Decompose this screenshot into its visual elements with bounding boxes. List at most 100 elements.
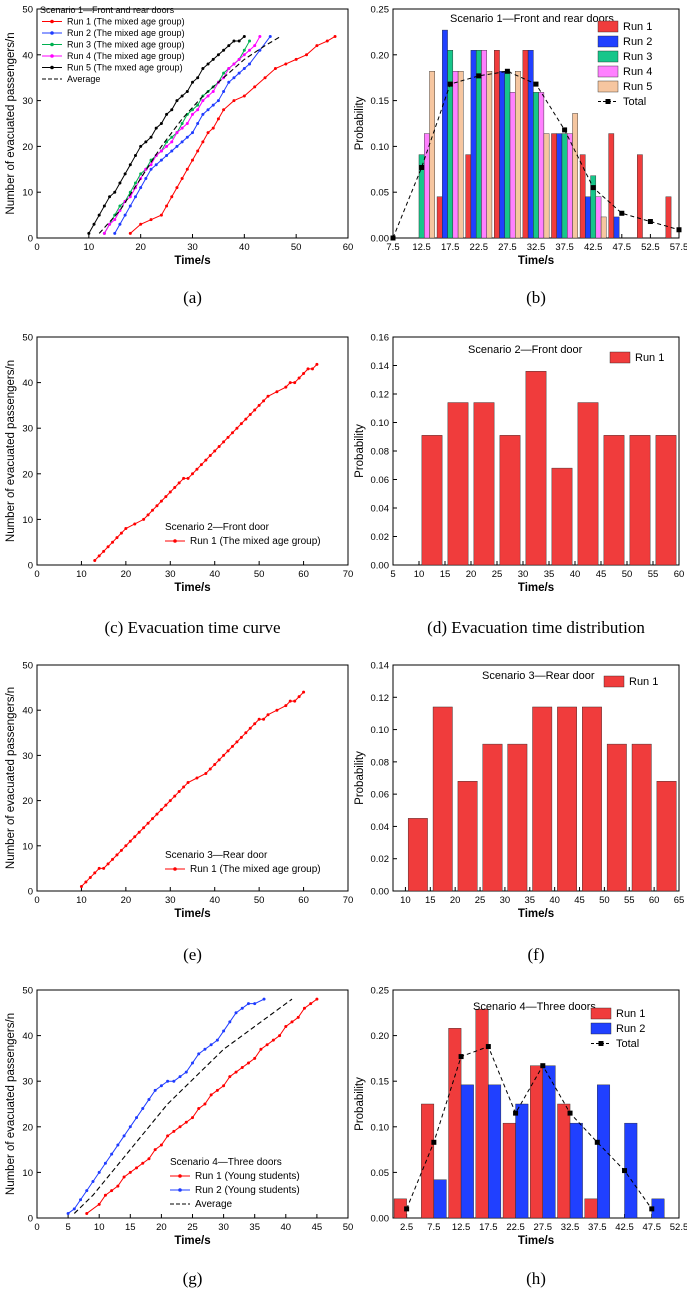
series-point [147,1097,151,1101]
y-tick-label: 20 [22,142,33,153]
bar-run-5 [572,113,578,239]
series-point [175,144,179,148]
series-point [259,1047,263,1051]
series-point [222,89,226,93]
x-axis-label: Time/s [518,255,554,267]
series-point [204,771,208,775]
panel-caption: (d) Evacuation time distribution [427,618,645,637]
series-point [248,39,252,43]
series-point [302,690,306,694]
y-axis-label: Number of evacuated passengers/n [5,360,17,542]
series-point [213,762,217,766]
series-point [222,440,226,444]
series-point [271,1038,275,1042]
bar-run-1 [421,435,443,566]
legend-swatch [597,20,619,33]
series-point [159,499,163,503]
y-tick-label: 0.05 [371,188,390,199]
series-point [166,1134,170,1138]
series-point [139,222,143,226]
total-point [649,1206,655,1212]
y-tick-label: 10 [22,188,33,199]
bar-run-1 [421,1103,435,1219]
series-point [302,1006,306,1010]
series-point [97,1170,101,1174]
bar-run-3 [447,50,454,239]
series-point [265,1043,269,1047]
y-tick-label: 40 [22,50,33,61]
series-point [168,799,172,803]
series-point [230,744,234,748]
series-point [228,1020,232,1024]
plot-frame [36,336,349,566]
legend-label: Run 4 [623,66,652,78]
series-point [228,1075,232,1079]
series-point [197,1107,201,1111]
y-axis-label: Number of evacuated passengers/n [5,1013,17,1195]
series-point [110,1152,114,1156]
series-point [113,218,117,222]
bar-run-4 [509,92,516,239]
series-point [257,403,261,407]
total-point [404,1206,410,1212]
legend-swatch [597,65,619,78]
bar-run-4 [481,50,487,239]
y-tick-label: 0.00 [371,887,390,898]
x-tick-label: 25 [475,895,486,906]
x-tick-label: 10 [94,1222,105,1233]
x-tick-label: 40 [239,242,250,253]
bar-run-1 [473,402,495,566]
series-point [232,76,236,80]
series-point [133,195,137,199]
series-point [185,122,189,125]
series-point [182,476,186,480]
series-point [137,830,141,834]
series-point [116,1143,120,1147]
series-point [309,1002,313,1006]
series-point [266,713,270,717]
series-point [215,1088,219,1092]
y-tick-label: 40 [22,706,33,717]
total-point [647,219,653,225]
series-point [288,699,292,703]
x-tick-label: 20 [156,1222,167,1233]
x-tick-label: 10 [84,242,95,253]
legend-swatch [597,80,619,93]
series-point [128,839,132,843]
total-point [485,1044,491,1050]
panel-d: 5 10 15 20 25 30 35 40 45 50 55 60 0.00 0.02 0.04 0.06 0… [354,333,684,638]
series-point [240,1006,244,1010]
series-point [191,80,194,84]
series-point [142,826,146,830]
series-point [222,108,226,112]
bar-run-1 [584,1198,598,1219]
series-point [182,785,186,789]
series-point [170,140,174,144]
series-point [178,1075,182,1079]
series-point [206,62,210,66]
series-point [159,1143,163,1147]
y-tick-label: 0 [28,234,33,245]
panel-c: 0 10 20 30 40 50 60 70 0 10 20 30 40 50 Time/s Number o… [5,333,353,638]
series-point [128,204,132,208]
chart-title: Scenario 3—Rear door [165,850,268,861]
series-point [246,1002,250,1006]
y-tick-label: 40 [22,1031,33,1042]
total-point [533,81,539,87]
series-point [165,144,169,148]
bar-run-1 [532,706,553,892]
y-axis-label: Number of evacuated passengers/n [5,32,17,214]
bar-run-1 [577,402,599,566]
x-tick-label: 0 [34,895,39,906]
y-tick-label: 0.10 [371,725,390,736]
x-axis-label: Time/s [174,908,210,920]
series-point [211,57,215,61]
series-point [153,1088,157,1092]
bar-run-1 [457,781,478,892]
bar-run-1 [407,818,428,892]
x-tick-label: 47.5 [643,1222,662,1233]
x-tick-label: 30 [165,895,176,906]
bar-run-2 [515,1103,529,1219]
bar-run-3 [533,92,539,239]
legend-label: Average [67,74,100,84]
